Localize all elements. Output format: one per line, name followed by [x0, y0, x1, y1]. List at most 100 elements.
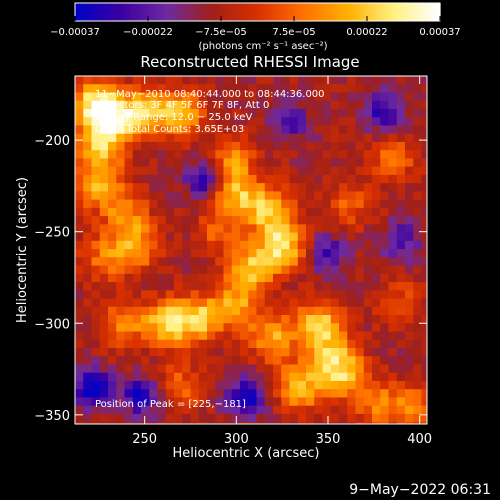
- heatmap-cell: [149, 372, 158, 382]
- heatmap-cell: [264, 92, 274, 102]
- heatmap-cell: [256, 265, 266, 275]
- heatmap-cell: [264, 207, 274, 217]
- heatmap-cell: [83, 125, 92, 135]
- heatmap-cell: [372, 240, 381, 250]
- heatmap-cell: [83, 174, 92, 184]
- heatmap-cell: [339, 356, 348, 365]
- heatmap-cell: [330, 282, 340, 291]
- heatmap-cell: [273, 356, 282, 365]
- heatmap-cell: [396, 224, 406, 234]
- heatmap-cell: [157, 100, 167, 110]
- heatmap-cell: [75, 150, 84, 159]
- heatmap-cell: [322, 240, 332, 250]
- heatmap-cell: [165, 191, 175, 201]
- heatmap-cell: [264, 158, 274, 168]
- heatmap-cell: [141, 306, 150, 316]
- heatmap-cell: [297, 257, 307, 267]
- heatmap-cell: [413, 339, 422, 349]
- heatmap-cell: [182, 141, 191, 151]
- heatmap-cell: [174, 76, 183, 85]
- heatmap-cell: [198, 224, 208, 234]
- heatmap-cell: [289, 191, 299, 201]
- heatmap-cell: [372, 389, 381, 398]
- heatmap-cell: [99, 191, 109, 201]
- heatmap-cell: [273, 232, 282, 242]
- heatmap-cell: [339, 166, 348, 176]
- heatmap-cell: [174, 108, 183, 118]
- heatmap-cell: [231, 133, 241, 143]
- heatmap-cell: [363, 150, 373, 159]
- heatmap-cell: [132, 100, 142, 110]
- heatmap-cell: [223, 150, 233, 159]
- heatmap-cell: [405, 298, 414, 308]
- heatmap-cell: [306, 273, 315, 283]
- heatmap-cell: [264, 199, 274, 209]
- heatmap-cell: [99, 249, 109, 258]
- heatmap-cell: [124, 380, 134, 390]
- heatmap-cell: [347, 141, 356, 151]
- heatmap-cell: [75, 405, 84, 415]
- heatmap-cell: [306, 364, 315, 374]
- heatmap-cell: [380, 232, 389, 242]
- heatmap-cell: [281, 331, 290, 341]
- heatmap-cell: [421, 290, 427, 300]
- heatmap-cell: [108, 298, 117, 308]
- heatmap-cell: [380, 249, 389, 258]
- heatmap-cell: [207, 249, 216, 258]
- heatmap-cell: [330, 117, 340, 126]
- heatmap-cell: [83, 150, 92, 159]
- heatmap-cell: [165, 331, 175, 341]
- heatmap-cell: [157, 331, 167, 341]
- heatmap-cell: [248, 389, 257, 398]
- colorbar-segment: [342, 3, 347, 21]
- y-tick-label: −200: [34, 134, 70, 149]
- heatmap-cell: [174, 306, 183, 316]
- heatmap-cell: [248, 380, 257, 390]
- heatmap-cell: [157, 397, 167, 407]
- heatmap-cell: [314, 282, 323, 291]
- heatmap-cell: [388, 199, 398, 209]
- colorbar-segment: [287, 3, 292, 21]
- heatmap-cell: [405, 92, 414, 102]
- heatmap-cell: [314, 216, 323, 225]
- heatmap-cell: [207, 216, 216, 225]
- heatmap-cell: [157, 372, 167, 382]
- heatmap-cell: [207, 273, 216, 283]
- heatmap-cell: [182, 306, 191, 316]
- heatmap-cell: [322, 84, 332, 93]
- heatmap-cell: [223, 265, 233, 275]
- heatmap-cell: [231, 372, 241, 382]
- heatmap-cell: [281, 422, 290, 424]
- heatmap-cell: [281, 92, 290, 102]
- heatmap-cell: [215, 273, 224, 283]
- heatmap-cell: [182, 92, 191, 102]
- heatmap-cell: [281, 207, 290, 217]
- heatmap-cell: [240, 174, 249, 184]
- colorbar-segment: [330, 3, 335, 21]
- heatmap-cell: [75, 364, 84, 374]
- heatmap-cell: [306, 331, 315, 341]
- heatmap-cell: [174, 273, 183, 283]
- heatmap-cell: [289, 422, 299, 424]
- heatmap-cell: [413, 133, 422, 143]
- heatmap-cell: [388, 224, 398, 234]
- colorbar-segment: [178, 3, 183, 21]
- heatmap-cell: [396, 76, 406, 85]
- colorbar-segment: [114, 3, 119, 21]
- heatmap-cell: [306, 282, 315, 291]
- heatmap-cell: [157, 339, 167, 349]
- heatmap-cell: [330, 356, 340, 365]
- heatmap-cell: [306, 100, 315, 110]
- heatmap-cell: [240, 100, 249, 110]
- heatmap-cell: [330, 133, 340, 143]
- heatmap-cell: [339, 422, 348, 424]
- heatmap-cell: [405, 282, 414, 291]
- heatmap-cell: [182, 158, 191, 168]
- heatmap-cell: [405, 249, 414, 258]
- heatmap-cell: [198, 117, 208, 126]
- heatmap-cell: [322, 92, 332, 102]
- heatmap-cell: [306, 298, 315, 308]
- heatmap-cell: [355, 249, 365, 258]
- heatmap-cell: [231, 100, 241, 110]
